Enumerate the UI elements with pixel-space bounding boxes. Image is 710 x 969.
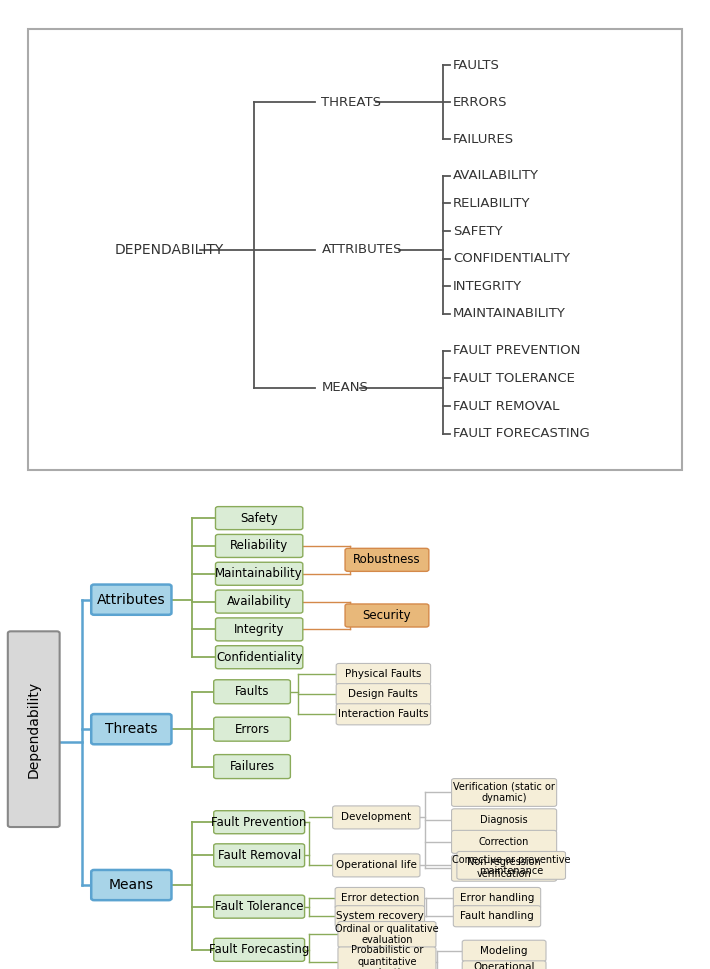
FancyBboxPatch shape xyxy=(452,830,557,854)
FancyBboxPatch shape xyxy=(216,562,303,585)
Text: Maintainability: Maintainability xyxy=(215,567,303,580)
FancyBboxPatch shape xyxy=(214,680,290,703)
Text: FAULT REMOVAL: FAULT REMOVAL xyxy=(453,399,559,413)
Text: Fault Tolerance: Fault Tolerance xyxy=(215,900,303,913)
Text: SAFETY: SAFETY xyxy=(453,225,503,237)
FancyBboxPatch shape xyxy=(462,961,546,969)
FancyBboxPatch shape xyxy=(337,664,430,684)
Text: Correction: Correction xyxy=(479,837,529,847)
Text: FAULT PREVENTION: FAULT PREVENTION xyxy=(453,344,580,358)
FancyBboxPatch shape xyxy=(91,870,172,900)
Text: Faults: Faults xyxy=(235,685,269,699)
FancyBboxPatch shape xyxy=(462,940,546,961)
Text: Interaction Faults: Interaction Faults xyxy=(338,709,429,719)
FancyBboxPatch shape xyxy=(452,856,557,881)
Text: Error detection: Error detection xyxy=(341,893,419,903)
Text: Safety: Safety xyxy=(240,512,278,524)
Text: ERRORS: ERRORS xyxy=(453,96,508,109)
FancyBboxPatch shape xyxy=(452,809,557,831)
Text: Dependability: Dependability xyxy=(27,680,40,778)
FancyBboxPatch shape xyxy=(214,717,290,741)
FancyBboxPatch shape xyxy=(8,632,60,827)
Text: Design Faults: Design Faults xyxy=(349,689,418,700)
Text: Operational life: Operational life xyxy=(336,860,417,870)
Text: System recovery: System recovery xyxy=(336,911,424,922)
FancyBboxPatch shape xyxy=(91,584,172,614)
Text: Means: Means xyxy=(109,878,154,892)
FancyBboxPatch shape xyxy=(337,683,430,704)
FancyBboxPatch shape xyxy=(335,888,425,909)
Text: Verification (static or
dynamic): Verification (static or dynamic) xyxy=(453,782,555,803)
FancyBboxPatch shape xyxy=(453,888,541,909)
FancyBboxPatch shape xyxy=(338,922,436,948)
Text: Fault Forecasting: Fault Forecasting xyxy=(209,943,310,956)
Text: Confidentiality: Confidentiality xyxy=(216,651,302,664)
Text: Availability: Availability xyxy=(226,595,292,609)
FancyBboxPatch shape xyxy=(214,938,305,961)
FancyBboxPatch shape xyxy=(91,714,172,744)
FancyBboxPatch shape xyxy=(452,778,557,806)
Text: THREATS: THREATS xyxy=(322,96,381,109)
Text: Diagnosis: Diagnosis xyxy=(480,815,528,826)
Text: Fault Prevention: Fault Prevention xyxy=(212,816,307,828)
FancyBboxPatch shape xyxy=(345,604,429,627)
Text: Attributes: Attributes xyxy=(97,593,165,607)
FancyBboxPatch shape xyxy=(214,895,305,919)
FancyBboxPatch shape xyxy=(214,755,290,778)
FancyBboxPatch shape xyxy=(216,590,303,613)
Text: INTEGRITY: INTEGRITY xyxy=(453,280,522,293)
Text: FAILURES: FAILURES xyxy=(453,133,514,145)
FancyBboxPatch shape xyxy=(333,854,420,877)
Text: FAULT TOLERANCE: FAULT TOLERANCE xyxy=(453,372,575,385)
Text: RELIABILITY: RELIABILITY xyxy=(453,197,530,210)
Text: Corrective or preventive
maintenance: Corrective or preventive maintenance xyxy=(452,855,570,876)
FancyBboxPatch shape xyxy=(337,703,430,725)
FancyBboxPatch shape xyxy=(216,618,303,641)
Text: MAINTAINABILITY: MAINTAINABILITY xyxy=(453,307,566,321)
Text: Physical Faults: Physical Faults xyxy=(345,669,422,679)
Text: Development: Development xyxy=(342,812,411,823)
Text: Security: Security xyxy=(363,609,411,622)
Text: Fault handling: Fault handling xyxy=(460,911,534,922)
FancyBboxPatch shape xyxy=(457,852,565,879)
Text: Errors: Errors xyxy=(234,723,270,735)
FancyBboxPatch shape xyxy=(214,811,305,833)
Text: Ordinal or qualitative
evaluation: Ordinal or qualitative evaluation xyxy=(335,923,439,946)
Text: Error handling: Error handling xyxy=(460,893,534,903)
FancyBboxPatch shape xyxy=(338,947,436,969)
Text: FAULT FORECASTING: FAULT FORECASTING xyxy=(453,427,590,440)
Text: Integrity: Integrity xyxy=(234,623,285,636)
Text: MEANS: MEANS xyxy=(322,381,368,394)
Text: Operational
testing: Operational testing xyxy=(474,961,535,969)
Text: Robustness: Robustness xyxy=(353,553,421,566)
FancyBboxPatch shape xyxy=(345,548,429,572)
Text: AVAILABILITY: AVAILABILITY xyxy=(453,170,539,182)
Text: FAULTS: FAULTS xyxy=(453,59,500,72)
Text: DEPENDABILITY: DEPENDABILITY xyxy=(115,242,224,257)
FancyBboxPatch shape xyxy=(335,906,425,926)
FancyBboxPatch shape xyxy=(216,535,303,557)
FancyBboxPatch shape xyxy=(214,844,305,867)
Text: Probabilistic or
quantitative
evaluation: Probabilistic or quantitative evaluation xyxy=(351,945,423,969)
Text: Modeling: Modeling xyxy=(481,946,528,955)
FancyBboxPatch shape xyxy=(333,806,420,828)
Text: Threats: Threats xyxy=(105,722,158,736)
FancyBboxPatch shape xyxy=(216,507,303,530)
Text: Failures: Failures xyxy=(229,760,275,773)
Text: Reliability: Reliability xyxy=(230,540,288,552)
Text: Non-regression
verification: Non-regression verification xyxy=(467,858,541,879)
Text: ATTRIBUTES: ATTRIBUTES xyxy=(322,243,402,256)
Text: Fault Removal: Fault Removal xyxy=(217,849,301,861)
FancyBboxPatch shape xyxy=(453,906,541,926)
FancyBboxPatch shape xyxy=(28,29,682,471)
Text: CONFIDENTIALITY: CONFIDENTIALITY xyxy=(453,252,570,266)
FancyBboxPatch shape xyxy=(216,645,303,669)
